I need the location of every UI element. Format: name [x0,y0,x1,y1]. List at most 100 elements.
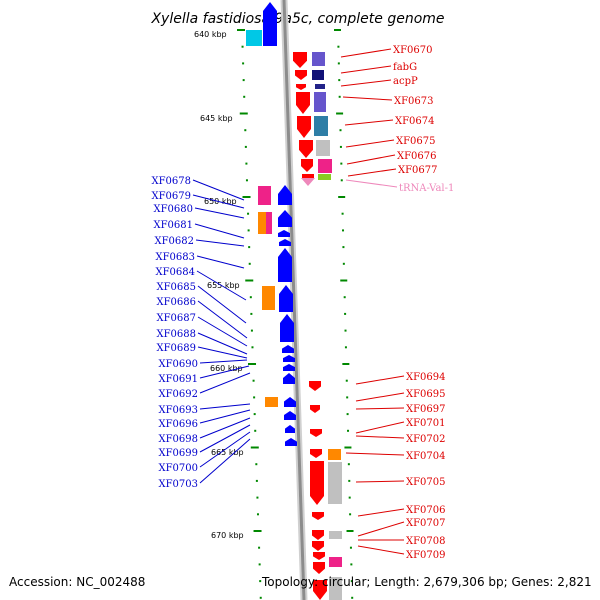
gene-label: XF0673 [394,96,434,107]
feature-box [314,92,326,112]
ruler-tick [244,129,247,132]
feature-box [258,212,266,234]
ruler-tick [338,95,341,98]
feature-box [312,52,325,66]
scale-label: 670 kbp [211,531,244,540]
feature-box [266,212,272,234]
feature-box [318,159,332,173]
leader-line [355,480,405,483]
right-feature-boxes [312,52,342,600]
leader-line [196,270,247,301]
ruler-right [334,29,354,599]
ruler-tick [342,262,345,265]
gene-arrow-forward [310,461,324,505]
gene-label: XF0682 [154,236,194,247]
feature-box [329,531,342,539]
feature-box [258,186,271,205]
ruler-tick [259,596,262,599]
gene-arrow-forward [310,449,322,458]
leader-line [195,239,245,247]
ruler-tick [346,413,349,416]
ruler-tick [344,312,347,315]
leader-line [199,409,251,424]
ruler-tick [256,513,259,516]
gene-label: XF0692 [158,389,198,400]
ruler-tick [348,479,351,482]
ruler-tick [349,513,352,516]
gene-arrow-forward [313,552,325,560]
ruler-tick [237,29,245,31]
ruler-tick [252,379,255,382]
gene-label: fabG [393,62,417,73]
gene-arrow-reverse [278,248,292,282]
scale-label: 660 kbp [210,364,243,373]
ruler-tick [342,229,345,232]
ruler-tick [342,363,350,365]
leader-line [347,168,397,177]
feature-box [329,577,342,600]
leader-line [197,316,248,347]
ruler-tick [259,580,262,583]
gene-arrow-reverse [283,373,295,384]
gene-label: XF0680 [153,204,193,215]
ruler-tick [249,296,252,299]
leader-line [357,545,405,555]
gene-label: XF0705 [406,477,446,488]
feature-box [316,140,330,156]
ruler-tick [344,329,347,332]
forward-strand-genes [293,52,327,600]
gene-label: XF0679 [151,191,191,202]
ruler-tick [341,212,344,215]
feature-box [318,174,331,180]
scale-label: 640 kbp [194,30,227,39]
map-title: Xylella fastidiosa 9a5c, complete genome [150,11,444,27]
gene-label: XF0706 [406,505,446,516]
gene-arrow-forward [312,512,324,520]
ruler-tick [345,379,348,382]
ruler-tick [255,463,258,466]
ruler-tick [247,212,250,215]
accession-text: Accession: NC_002488 [9,575,146,589]
ruler-tick [347,429,350,432]
ruler-tick [250,329,253,332]
gene-label: XF0709 [406,550,446,561]
ruler-tick [344,446,352,449]
gene-arrow-reverse [283,355,295,362]
leader-line [357,521,405,537]
gene-label: XF0677 [398,165,438,176]
leader-line [192,194,245,209]
ruler-tick [258,546,261,549]
leader-line [199,403,251,410]
scale-label: 645 kbp [200,114,233,123]
gene-label: XF0681 [153,220,193,231]
left-leader-lines [192,179,251,484]
ruler-tick [248,246,251,249]
ruler-tick [347,463,350,466]
gene-arrow-reverse [283,364,295,371]
gene-label: XF0690 [158,359,198,370]
gene-arrow-forward [312,541,324,551]
left-feature-boxes [246,30,278,407]
gene-arrow-reverse [285,425,295,433]
feature-box [329,557,342,567]
ruler-tick [351,596,354,599]
leader-line [192,179,245,201]
leader-line [355,375,405,385]
gene-arrow-forward [313,562,325,574]
ruler-tick [248,262,251,265]
gene-label: XF0675 [396,136,436,147]
leader-line [342,96,393,101]
gene-arrow-forward [313,580,327,600]
ruler-tick [245,179,248,182]
leader-line [340,48,392,58]
gene-arrow-forward [296,92,310,114]
leader-line [197,300,248,339]
gene-arrow-reverse [279,239,291,246]
gene-label: XF0687 [156,313,196,324]
ruler-tick [337,62,340,65]
ruler-left [237,29,262,599]
gene-label: XF0707 [406,518,446,529]
right-leader-lines [340,48,405,555]
gene-label: XF0689 [156,343,196,354]
gene-label: XF0699 [158,448,198,459]
